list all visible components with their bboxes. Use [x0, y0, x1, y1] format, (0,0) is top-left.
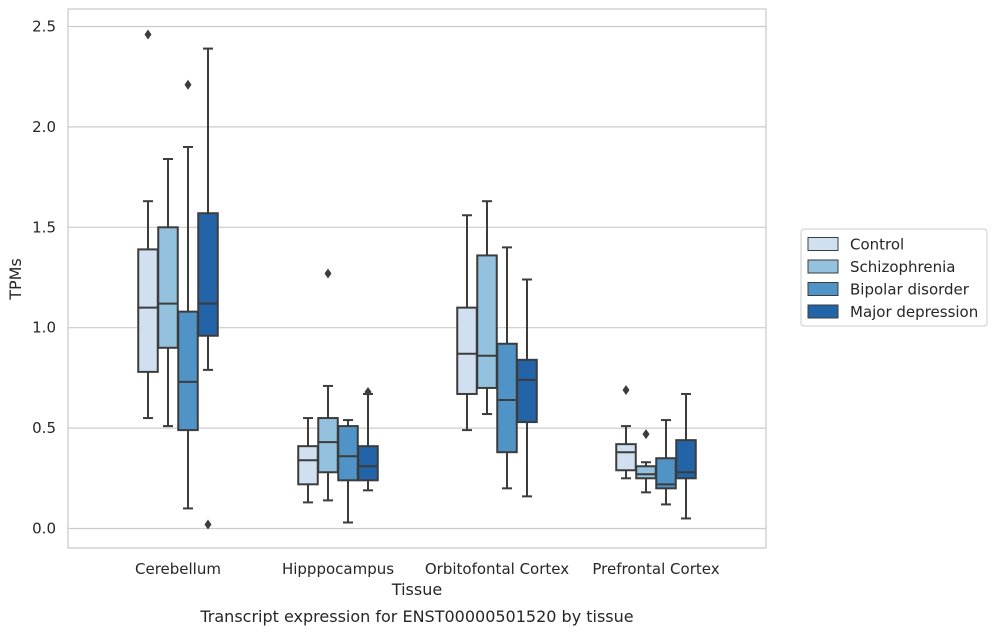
box-iqr [496, 342, 518, 454]
box-control [137, 29, 159, 420]
legend-swatch [807, 304, 839, 319]
chart-caption: Transcript expression for ENST0000050152… [199, 607, 633, 626]
box-schizophrenia [635, 429, 657, 494]
y-tick-label: 2.5 [32, 18, 56, 36]
y-axis-ticks: 0.0 0.5 1.0 1.5 2.0 2.5 [32, 18, 56, 538]
outlier-point [204, 519, 212, 530]
box-iqr [675, 439, 697, 480]
series-bipolar-disorder [177, 79, 677, 524]
y-tick-label: 0.0 [32, 520, 56, 538]
box-control [456, 214, 478, 432]
legend-frame [800, 228, 988, 327]
outlier-point [364, 386, 372, 397]
box-iqr [137, 248, 159, 373]
y-tick-label: 1.0 [32, 319, 56, 337]
y-tick-label: 2.0 [32, 118, 56, 136]
box-iqr [157, 226, 179, 349]
legend-label: Control [850, 236, 904, 254]
box-bipolar-disorder [177, 79, 199, 510]
legend-swatch [807, 282, 839, 296]
series-major-depression [197, 47, 697, 530]
y-axis-label: TPMs [6, 258, 25, 301]
box-iqr [615, 443, 637, 472]
outlier-point [642, 429, 650, 440]
legend-swatch [807, 259, 839, 274]
x-tick-label: Cerebellum [135, 560, 221, 578]
box-iqr [456, 306, 478, 395]
y-tick-label: 1.5 [32, 218, 56, 236]
box-iqr [197, 212, 219, 337]
box-major-depression [197, 47, 219, 530]
y-tick-label: 0.5 [32, 419, 56, 437]
box-iqr [317, 417, 339, 474]
box-iqr [177, 310, 199, 432]
box-control [297, 417, 319, 504]
box-major-depression [357, 386, 379, 492]
box-schizophrenia [476, 200, 498, 416]
outlier-point [324, 268, 332, 279]
x-axis-label: Tissue [391, 580, 442, 599]
legend-label: Major depression [850, 303, 978, 321]
box-iqr [297, 445, 319, 486]
box-schizophrenia [317, 268, 339, 502]
box-major-depression [675, 392, 697, 520]
box-iqr [476, 254, 498, 389]
box-schizophrenia [157, 158, 179, 428]
x-tick-label: Orbitofontal Cortex [425, 560, 569, 578]
box-iqr [357, 445, 379, 482]
plot-area-frame [67, 8, 767, 549]
box-control [615, 384, 637, 480]
outlier-point [144, 29, 152, 40]
boxes-layer [137, 29, 697, 530]
legend: Control Schizophrenia Bipolar disorder Majo… [800, 228, 988, 327]
box-major-depression [516, 278, 538, 498]
box-bipolar-disorder [337, 419, 359, 524]
x-axis-ticks: Cerebellum Hipppocampus Orbitofontal Corte… [135, 560, 720, 578]
box-iqr [337, 425, 359, 482]
series-schizophrenia [157, 158, 657, 502]
outlier-point [622, 384, 630, 395]
x-tick-label: Hipppocampus [282, 560, 394, 578]
box-bipolar-disorder [496, 246, 518, 490]
box-bipolar-disorder [655, 419, 677, 506]
x-tick-label: Prefrontal Cortex [592, 560, 719, 578]
outlier-point [184, 79, 192, 90]
box-iqr [635, 465, 657, 480]
series-control [137, 29, 637, 504]
legend-label: Bipolar disorder [850, 281, 970, 299]
legend-swatch [807, 237, 839, 251]
box-iqr [516, 358, 538, 424]
legend-label: Schizophrenia [850, 258, 955, 276]
